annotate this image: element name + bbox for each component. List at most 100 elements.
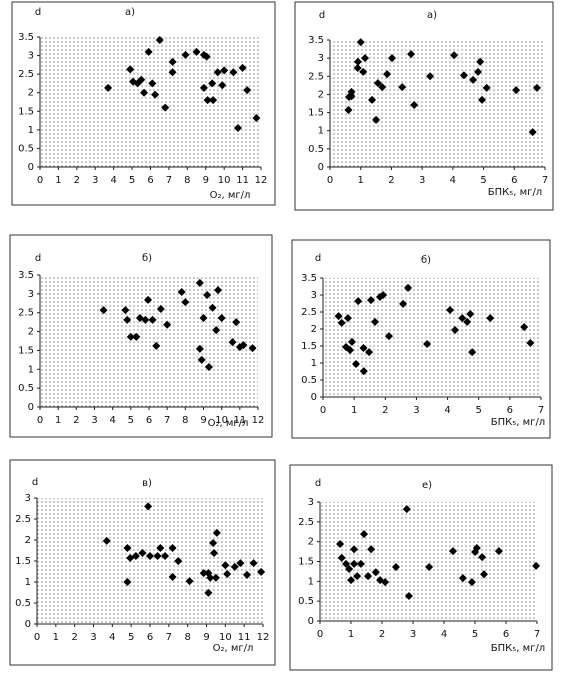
x-tick-label: 10 xyxy=(218,175,231,186)
y-tick-label: 2 xyxy=(311,324,317,335)
point xyxy=(479,570,488,579)
point xyxy=(365,348,374,357)
point xyxy=(494,547,503,556)
point xyxy=(356,559,365,568)
x-axis-label: O₂, мг/л xyxy=(213,643,254,654)
x-tick-label: 10 xyxy=(215,415,228,426)
point xyxy=(243,86,252,95)
point xyxy=(526,338,535,347)
point xyxy=(399,299,408,308)
panel-frame xyxy=(294,1,554,211)
point xyxy=(334,312,343,321)
x-tick-label: 2 xyxy=(74,175,80,186)
panel-frame xyxy=(9,459,276,666)
point xyxy=(478,553,487,562)
point xyxy=(212,326,221,335)
x-tick-label: 5 xyxy=(472,629,478,640)
x-tick-label: 12 xyxy=(257,632,270,643)
y-tick-label: 3.5 xyxy=(301,273,317,284)
point xyxy=(195,344,204,353)
point xyxy=(209,538,218,547)
y-axis-label: d xyxy=(35,253,41,264)
point xyxy=(372,115,381,124)
point xyxy=(197,355,206,364)
plot-area xyxy=(323,278,541,397)
y-tick-label: 1.5 xyxy=(298,557,314,568)
point xyxy=(379,291,388,299)
point xyxy=(99,306,108,315)
x-tick-label: 3 xyxy=(419,175,425,186)
x-tick-label: 10 xyxy=(219,632,232,643)
point xyxy=(199,313,208,322)
point xyxy=(512,86,521,95)
x-tick-label: 0 xyxy=(327,175,333,186)
point xyxy=(123,578,132,586)
y-tick-label: 3 xyxy=(318,53,324,64)
x-tick-label: 3 xyxy=(410,629,416,640)
x-tick-label: 7 xyxy=(164,415,170,426)
x-tick-label: 0 xyxy=(317,629,323,640)
point xyxy=(407,50,416,59)
point xyxy=(371,568,380,577)
point xyxy=(156,543,165,552)
plot-area xyxy=(40,37,261,167)
point xyxy=(223,570,232,579)
x-tick-label: 6 xyxy=(146,415,152,426)
point xyxy=(257,567,266,576)
point xyxy=(209,96,218,105)
x-tick-label: 1 xyxy=(348,629,354,640)
x-axis-label: БПК₅, мг/л xyxy=(491,643,545,654)
point xyxy=(458,574,467,583)
point xyxy=(469,75,478,84)
point xyxy=(347,92,356,101)
point xyxy=(220,66,229,75)
point xyxy=(350,545,359,554)
point xyxy=(458,314,467,323)
point xyxy=(102,536,111,545)
x-tick-label: 5 xyxy=(128,415,134,426)
x-tick-label: 9 xyxy=(203,175,209,186)
x-tick-label: 6 xyxy=(503,629,509,640)
y-tick-label: 2 xyxy=(28,327,34,338)
y-tick-label: 3 xyxy=(28,289,34,300)
point xyxy=(353,572,362,581)
panel-frame xyxy=(289,464,553,671)
point xyxy=(152,341,161,350)
point xyxy=(478,95,487,104)
point xyxy=(168,572,177,581)
x-axis-label: БПК₅, мг/л xyxy=(491,417,545,428)
x-tick-label: 5 xyxy=(480,175,486,186)
y-tick-label: 1 xyxy=(25,577,31,588)
y-tick-label: 1.5 xyxy=(18,106,34,117)
point xyxy=(347,576,355,585)
y-tick-label: 1 xyxy=(311,358,317,369)
point xyxy=(137,75,146,84)
point xyxy=(359,367,368,376)
point xyxy=(366,296,375,305)
y-tick-label: 3 xyxy=(28,51,34,62)
point xyxy=(450,51,459,60)
y-tick-label: 0 xyxy=(311,392,317,403)
point xyxy=(126,65,135,74)
point xyxy=(168,543,177,552)
point xyxy=(144,295,153,304)
x-tick-label: 11 xyxy=(233,415,246,426)
x-tick-label: 7 xyxy=(166,632,172,643)
point xyxy=(242,570,251,579)
x-tick-label: 7 xyxy=(534,629,540,640)
panel-frame xyxy=(9,234,273,438)
x-tick-label: 8 xyxy=(184,175,190,186)
point xyxy=(343,314,352,323)
point xyxy=(208,303,217,312)
panel-frame xyxy=(291,239,551,439)
point xyxy=(342,559,351,568)
point xyxy=(476,57,485,66)
point xyxy=(350,559,359,568)
point xyxy=(156,304,165,313)
point xyxy=(174,557,183,565)
point xyxy=(248,344,257,353)
point xyxy=(354,297,363,306)
x-tick-label: 3 xyxy=(413,405,419,416)
x-tick-label: 4 xyxy=(110,175,116,186)
point xyxy=(208,79,217,88)
